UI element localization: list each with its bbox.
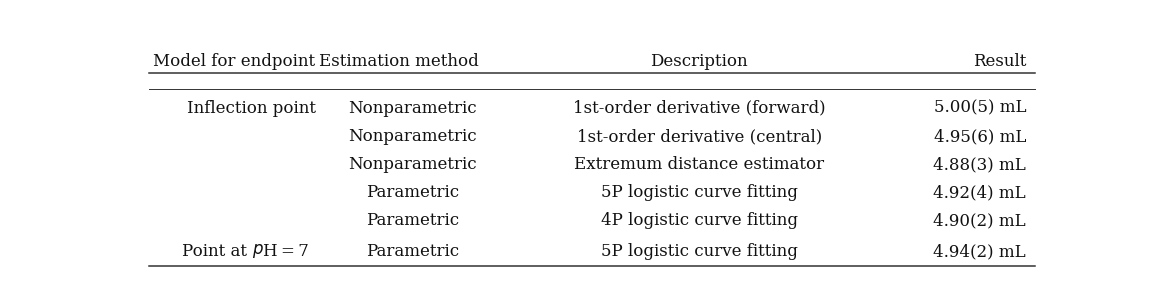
Text: Parametric: Parametric [366, 184, 460, 201]
Text: Inflection point: Inflection point [187, 100, 316, 117]
Text: 4.95(6) mL: 4.95(6) mL [933, 128, 1026, 145]
Text: Result: Result [973, 53, 1026, 70]
Text: Nonparametric: Nonparametric [349, 156, 477, 173]
Text: 4.90(2) mL: 4.90(2) mL [933, 213, 1026, 229]
Text: Nonparametric: Nonparametric [349, 128, 477, 145]
Text: $p$: $p$ [252, 242, 263, 260]
Text: 1st-order derivative (central): 1st-order derivative (central) [576, 128, 822, 145]
Text: Model for endpoint: Model for endpoint [154, 53, 315, 70]
Text: 5.00(5) mL: 5.00(5) mL [933, 100, 1026, 117]
Text: Parametric: Parametric [366, 243, 460, 260]
Text: Nonparametric: Nonparametric [349, 100, 477, 117]
Text: 4.88(3) mL: 4.88(3) mL [933, 156, 1026, 173]
Text: Description: Description [650, 53, 748, 70]
Text: 4.94(2) mL: 4.94(2) mL [933, 243, 1026, 260]
Text: Estimation method: Estimation method [319, 53, 478, 70]
Text: 1st-order derivative (forward): 1st-order derivative (forward) [573, 100, 826, 117]
Text: Parametric: Parametric [366, 213, 460, 229]
Text: H = 7: H = 7 [262, 243, 308, 260]
Text: 4.92(4) mL: 4.92(4) mL [933, 184, 1026, 201]
Text: 5P logistic curve fitting: 5P logistic curve fitting [601, 184, 798, 201]
Text: Point at: Point at [181, 243, 252, 260]
Text: 5P logistic curve fitting: 5P logistic curve fitting [601, 243, 798, 260]
Text: Extremum distance estimator: Extremum distance estimator [574, 156, 825, 173]
Text: 4P logistic curve fitting: 4P logistic curve fitting [601, 213, 798, 229]
